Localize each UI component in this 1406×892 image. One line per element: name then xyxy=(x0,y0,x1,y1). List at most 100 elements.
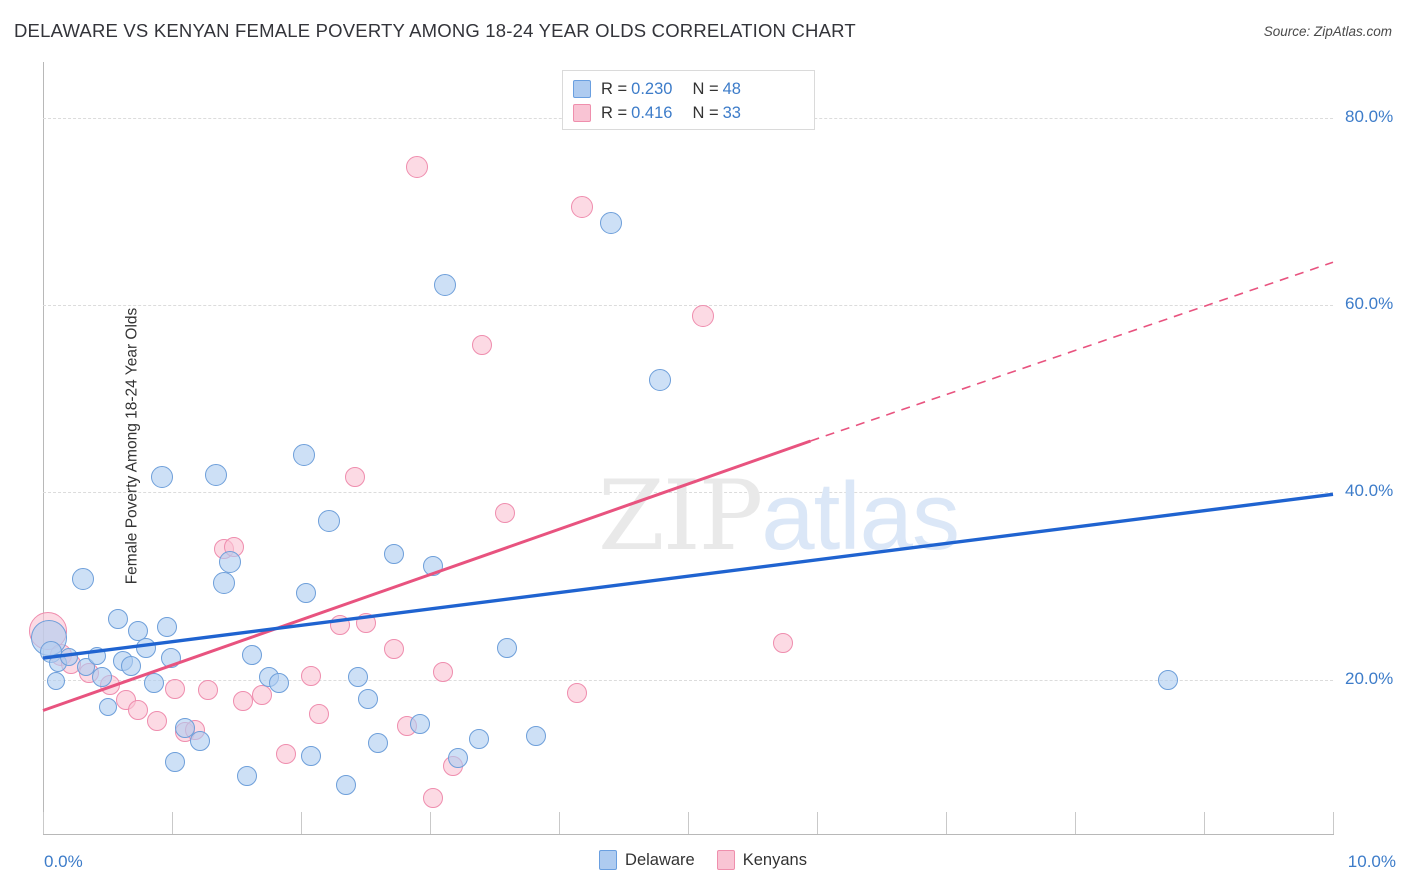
x-axis-tick xyxy=(1075,812,1076,834)
scatter-point-kenyans[interactable] xyxy=(198,679,219,700)
scatter-point-delaware[interactable] xyxy=(301,746,322,767)
scatter-point-delaware[interactable] xyxy=(92,666,113,687)
scatter-point-delaware[interactable] xyxy=(434,273,457,296)
scatter-point-delaware[interactable] xyxy=(136,637,157,658)
gridline xyxy=(43,492,1333,494)
scatter-point-kenyans[interactable] xyxy=(571,196,594,219)
scatter-point-kenyans[interactable] xyxy=(692,304,715,327)
scatter-point-delaware[interactable] xyxy=(59,648,78,667)
watermark-atlas: atlas xyxy=(761,463,960,570)
series-swatch-delaware xyxy=(599,850,618,870)
scatter-point-kenyans[interactable] xyxy=(275,743,296,764)
scatter-point-kenyans[interactable] xyxy=(494,503,515,524)
gridline xyxy=(43,305,1333,307)
n-value-delaware: 48 xyxy=(722,79,741,98)
source-attribution: Source: ZipAtlas.com xyxy=(1263,24,1392,39)
scatter-point-delaware[interactable] xyxy=(1157,669,1178,690)
scatter-point-delaware[interactable] xyxy=(174,718,195,739)
x-axis-tick xyxy=(1204,812,1205,834)
scatter-point-delaware[interactable] xyxy=(318,509,341,532)
scatter-point-delaware[interactable] xyxy=(150,465,173,488)
scatter-point-delaware[interactable] xyxy=(143,673,164,694)
scatter-point-delaware[interactable] xyxy=(107,608,128,629)
scatter-point-delaware[interactable] xyxy=(347,666,368,687)
scatter-point-delaware[interactable] xyxy=(336,775,357,796)
correlation-legend-row: R = 0.230 N = 48 xyxy=(573,77,804,101)
scatter-point-delaware[interactable] xyxy=(409,713,430,734)
r-value-delaware: 0.230 xyxy=(631,79,673,98)
scatter-point-kenyans[interactable] xyxy=(128,699,149,720)
scatter-point-delaware[interactable] xyxy=(88,647,107,666)
scatter-point-kenyans[interactable] xyxy=(432,662,453,683)
scatter-point-delaware[interactable] xyxy=(648,369,671,392)
scatter-point-delaware[interactable] xyxy=(241,645,262,666)
r-label-delaware: R = xyxy=(601,79,628,98)
scatter-point-kenyans[interactable] xyxy=(146,710,167,731)
scatter-point-kenyans[interactable] xyxy=(567,682,588,703)
legend-swatch-delaware xyxy=(573,80,591,98)
scatter-point-kenyans[interactable] xyxy=(345,466,366,487)
scatter-point-delaware[interactable] xyxy=(160,648,181,669)
x-axis-line xyxy=(43,834,1334,835)
scatter-point-delaware[interactable] xyxy=(164,751,185,772)
scatter-point-kenyans[interactable] xyxy=(309,704,330,725)
zipatlas-watermark: ZIPatlas xyxy=(598,460,960,572)
x-axis-tick xyxy=(301,812,302,834)
scatter-point-delaware[interactable] xyxy=(212,572,235,595)
series-label-kenyans: Kenyans xyxy=(742,850,807,869)
scatter-point-kenyans[interactable] xyxy=(383,638,404,659)
scatter-point-kenyans[interactable] xyxy=(355,613,376,634)
scatter-point-delaware[interactable] xyxy=(296,582,317,603)
scatter-point-kenyans[interactable] xyxy=(471,334,492,355)
legend-swatch-kenyans xyxy=(573,104,591,122)
scatter-point-delaware[interactable] xyxy=(599,211,622,234)
scatter-point-kenyans[interactable] xyxy=(773,633,794,654)
scatter-point-delaware[interactable] xyxy=(98,697,117,716)
x-axis-max-label: 10.0% xyxy=(1347,852,1396,871)
scatter-point-delaware[interactable] xyxy=(190,731,211,752)
correlation-legend: R = 0.230 N = 48 R = 0.416 N = 33 xyxy=(562,70,815,130)
scatter-point-delaware[interactable] xyxy=(236,765,257,786)
legend-item-kenyans[interactable]: Kenyans xyxy=(716,850,807,870)
x-axis-tick xyxy=(688,812,689,834)
scatter-point-delaware[interactable] xyxy=(497,637,518,658)
scatter-point-delaware[interactable] xyxy=(358,689,379,710)
scatter-point-delaware[interactable] xyxy=(469,728,490,749)
n-label-delaware: N = xyxy=(692,79,719,98)
plot-area: ZIPatlas xyxy=(29,62,1333,834)
scatter-point-delaware[interactable] xyxy=(46,672,65,691)
n-value-kenyans: 33 xyxy=(722,103,741,122)
scatter-point-delaware[interactable] xyxy=(422,556,443,577)
scatter-point-delaware[interactable] xyxy=(219,550,242,573)
scatter-point-delaware[interactable] xyxy=(525,725,546,746)
scatter-point-kenyans[interactable] xyxy=(164,678,185,699)
scatter-point-delaware[interactable] xyxy=(292,444,315,467)
scatter-point-delaware[interactable] xyxy=(448,748,469,769)
legend-item-delaware[interactable]: Delaware xyxy=(599,850,695,870)
page-title: DELAWARE VS KENYAN FEMALE POVERTY AMONG … xyxy=(14,20,856,41)
scatter-point-kenyans[interactable] xyxy=(232,691,253,712)
y-axis-tick-label: 40.0% xyxy=(1345,481,1394,501)
scatter-point-delaware[interactable] xyxy=(156,617,177,638)
y-axis-tick-label: 20.0% xyxy=(1345,668,1394,688)
scatter-point-delaware[interactable] xyxy=(204,463,227,486)
series-swatch-kenyans xyxy=(716,850,735,870)
scatter-point-delaware[interactable] xyxy=(368,733,389,754)
r-label-kenyans: R = xyxy=(601,103,628,122)
x-axis-tick xyxy=(559,812,560,834)
y-axis-title: Female Poverty Among 18-24 Year Olds xyxy=(123,307,141,585)
x-axis-tick xyxy=(946,812,947,834)
scatter-point-kenyans[interactable] xyxy=(406,155,429,178)
scatter-point-delaware[interactable] xyxy=(383,544,404,565)
watermark-zip: ZIP xyxy=(598,460,763,572)
scatter-point-delaware[interactable] xyxy=(120,655,141,676)
scatter-point-delaware[interactable] xyxy=(269,673,290,694)
x-axis-tick xyxy=(172,812,173,834)
n-label-kenyans: N = xyxy=(692,103,719,122)
scatter-point-kenyans[interactable] xyxy=(301,665,322,686)
scatter-point-delaware[interactable] xyxy=(71,567,94,590)
scatter-point-kenyans[interactable] xyxy=(329,615,350,636)
series-legend: Delaware Kenyans xyxy=(0,850,1406,870)
scatter-point-kenyans[interactable] xyxy=(422,788,443,809)
